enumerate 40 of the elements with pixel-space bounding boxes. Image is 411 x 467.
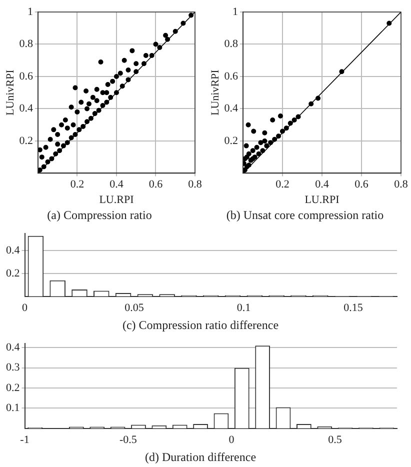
text: (a) Compression ratio (47, 208, 152, 222)
x-tick-label: 0.6 (354, 178, 369, 191)
text: (b) Unsat core compression ratio (226, 208, 384, 222)
y-tick-label: 0.2 (6, 382, 20, 394)
y-axis-title: LUnivRPI (4, 69, 16, 116)
y-tick-label: 0.4 (224, 102, 238, 115)
y-tick-label: 0.4 (19, 102, 34, 115)
text: (c) Compression ratio difference (122, 318, 279, 332)
y-tick-label: 0.6 (224, 70, 238, 82)
x-tick-label: 0 (228, 434, 235, 446)
y-tick-label: 0.4 (6, 244, 20, 257)
x-tick-label: 0.8 (394, 178, 408, 191)
x-tick-label: 0.4 (315, 178, 330, 191)
x-tick-label: -0.5 (119, 434, 138, 446)
x-tick-label: 0.8 (188, 178, 202, 191)
y-tick-label: 0.8 (224, 38, 238, 50)
x-axis-title: LU.RPI (304, 194, 340, 206)
y-tick-label: 0.1 (6, 402, 20, 414)
y-tick-label: 0.2 (6, 267, 20, 280)
x-tick-label: -1 (20, 434, 30, 446)
y-tick-label: 0.2 (19, 134, 33, 147)
text: (d) Duration difference (144, 450, 256, 464)
y-axis-title: LUnivRPI (209, 69, 222, 116)
x-tick-label: 0.15 (344, 302, 364, 314)
y-tick-label: 0.8 (19, 38, 34, 50)
x-tick-label: 0.6 (148, 178, 164, 191)
x-tick-label: 0.2 (276, 178, 290, 191)
x-tick-label: 0.1 (236, 302, 251, 314)
y-tick-label: 0.3 (6, 362, 20, 374)
y-tick-label: 0.2 (224, 134, 238, 147)
y-tick-label: 0.6 (19, 70, 34, 82)
x-tick-label: 0.2 (70, 178, 84, 191)
x-tick-label: 0.5 (328, 434, 342, 446)
x-tick-label: 0.4 (110, 178, 124, 191)
y-tick-label: 1 (27, 6, 33, 18)
x-axis-title: LU.RPI (99, 194, 134, 206)
x-tick-label: 0 (22, 302, 28, 314)
x-tick-label: 0.05 (124, 302, 144, 314)
y-tick-label: 1 (232, 6, 238, 18)
y-tick-label: 0.4 (6, 342, 20, 354)
